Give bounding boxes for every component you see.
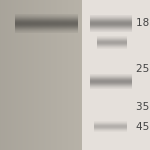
Text: 25 kD: 25 kD (136, 64, 150, 74)
Text: 45 kD: 45 kD (136, 122, 150, 132)
Text: 35 kD: 35 kD (136, 102, 150, 112)
Text: 18 kD: 18 kD (136, 18, 150, 28)
